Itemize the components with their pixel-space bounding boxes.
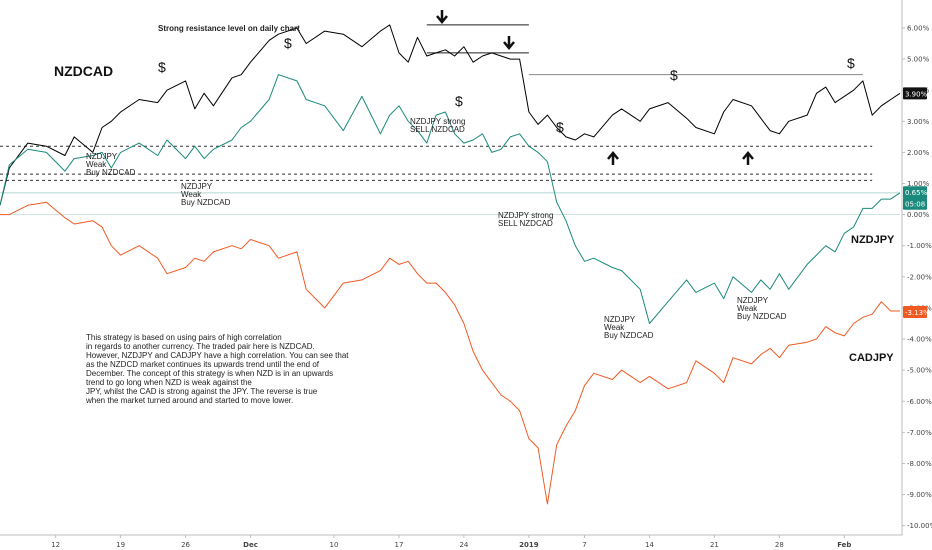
y-tick-label: -5.00% <box>907 367 932 375</box>
x-tick-label: 26 <box>181 541 190 549</box>
dollar-sign: $ <box>670 67 678 83</box>
dollar-sign: $ <box>556 119 564 135</box>
y-tick-label: -6.00% <box>907 398 932 406</box>
nzdcad-last-value-bg <box>903 87 927 100</box>
svg-text:NZDJPY: NZDJPY <box>737 296 769 305</box>
note-line: JPY, whilst the CAD is strong against th… <box>86 387 318 396</box>
x-tick-label: Feb <box>837 541 851 549</box>
nzdjpy-last-value: 0.65% <box>905 189 928 197</box>
svg-text:Weak: Weak <box>737 304 758 313</box>
nzdcad-last-value: 3.90% <box>905 90 928 98</box>
nzdcad-series-line <box>0 24 901 206</box>
note-line: as the NZDCD market continues its upward… <box>86 360 319 369</box>
cadjpy-last-value-bg <box>903 305 927 318</box>
x-tick-label: 24 <box>459 541 468 549</box>
y-tick-label: -8.00% <box>907 460 932 468</box>
y-axis: 6.00%5.00%4.00%3.00%2.00%1.00%0.00%-1.00… <box>901 0 932 535</box>
arrow-down-icon <box>436 10 448 24</box>
reference-lines <box>0 24 900 215</box>
dollar-sign: $ <box>284 35 292 51</box>
svg-text:Weak: Weak <box>181 190 202 199</box>
annotation-strong-2: NZDJPY strong SELL NZDCAD <box>498 211 553 228</box>
y-tick-label: -7.00% <box>907 429 932 437</box>
svg-text:Weak: Weak <box>86 160 107 169</box>
svg-text:Buy NZDCAD: Buy NZDCAD <box>604 331 654 340</box>
x-tick-label: Dec <box>243 541 258 549</box>
annotation-weak-2: NZDJPY Weak Buy NZDCAD <box>181 182 231 207</box>
svg-text:SELL NZDCAD: SELL NZDCAD <box>410 125 465 134</box>
y-tick-label: -4.00% <box>907 336 932 344</box>
nzdjpy-countdown-bg <box>903 197 927 210</box>
nzdjpy-label: NZDJPY <box>851 234 895 246</box>
svg-text:NZDJPY: NZDJPY <box>86 152 118 161</box>
note-line: when the market turned around and starte… <box>86 396 294 405</box>
y-tick-label: -2.00% <box>907 273 932 281</box>
nzdcad-label: NZDCAD <box>54 63 113 79</box>
annotation-weak-1: NZDJPY Weak Buy NZDCAD <box>86 152 136 177</box>
y-tick-label: 2.00% <box>907 149 930 157</box>
price-badges: 3.90% 0.65% 05:08 -3.13% <box>903 87 930 318</box>
note-line: in regards to another currency. The trad… <box>86 342 315 351</box>
note-line: December. The concept of this strategy i… <box>86 369 334 378</box>
x-tick-label: 7 <box>582 541 586 549</box>
svg-text:NZDJPY: NZDJPY <box>181 182 213 191</box>
nzdjpy-series-line <box>0 74 901 324</box>
note-line: However, NZDJPY and CADJPY have a high c… <box>86 351 349 360</box>
svg-text:Buy NZDCAD: Buy NZDCAD <box>86 168 136 177</box>
arrow-down-icon <box>503 36 515 50</box>
y-tick-label: -10.00% <box>907 522 932 530</box>
svg-text:NZDJPY strong: NZDJPY strong <box>498 211 553 220</box>
x-tick-label: 17 <box>395 541 404 549</box>
y-tick-label: 5.00% <box>907 56 930 64</box>
x-tick-label: 21 <box>710 541 719 549</box>
svg-text:Buy NZDCAD: Buy NZDCAD <box>737 312 787 321</box>
svg-text:Buy NZDCAD: Buy NZDCAD <box>181 198 231 207</box>
arrow-up-icon <box>742 151 754 165</box>
svg-text:NZDJPY: NZDJPY <box>604 315 636 324</box>
x-tick-label: 12 <box>51 541 60 549</box>
x-tick-label: 19 <box>116 541 125 549</box>
svg-text:NZDJPY strong: NZDJPY strong <box>410 117 465 126</box>
y-tick-label: 3.00% <box>907 118 930 126</box>
x-axis: 12 19 26 Dec 10 17 24 2019 7 14 21 28 Feb <box>0 534 902 549</box>
strategy-note: This strategy is based on using pairs of… <box>86 333 356 405</box>
y-tick-label: 0.00% <box>907 211 930 219</box>
dollar-signs: $ $ $ $ $ $ <box>158 35 855 135</box>
annotation-weak-3: NZDJPY Weak Buy NZDCAD <box>604 315 654 340</box>
x-tick-label: 14 <box>645 541 654 549</box>
svg-text:SELL NZDCAD: SELL NZDCAD <box>498 219 553 228</box>
dollar-sign: $ <box>158 59 166 75</box>
resistance-annotation: Strong resistance level on daily chart <box>158 24 300 33</box>
dollar-sign: $ <box>455 93 463 109</box>
series-lines <box>0 24 901 505</box>
nzdjpy-countdown: 05:08 <box>905 201 925 209</box>
y-tick-label: -9.00% <box>907 491 932 499</box>
dollar-sign: $ <box>847 55 855 71</box>
note-line: trend to go long when NZD is weak agains… <box>86 378 252 387</box>
x-tick-label: 2019 <box>519 541 539 549</box>
annotation-weak-4: NZDJPY Weak Buy NZDCAD <box>737 296 787 321</box>
cadjpy-label: CADJPY <box>849 352 894 364</box>
svg-text:Weak: Weak <box>604 323 625 332</box>
cadjpy-series-line <box>0 201 900 505</box>
cadjpy-last-value: -3.13% <box>905 309 930 317</box>
x-tick-label: 28 <box>775 541 784 549</box>
arrow-up-icon <box>607 151 619 165</box>
x-tick-label: 10 <box>330 541 339 549</box>
y-tick-label: 1.00% <box>907 180 930 188</box>
annotation-strong-1: NZDJPY strong SELL NZDCAD <box>410 117 465 134</box>
y-tick-label: -1.00% <box>907 242 932 250</box>
y-tick-label: 6.00% <box>907 24 930 32</box>
nzdjpy-last-value-bg <box>903 186 927 199</box>
note-line: This strategy is based on using pairs of… <box>86 333 282 342</box>
